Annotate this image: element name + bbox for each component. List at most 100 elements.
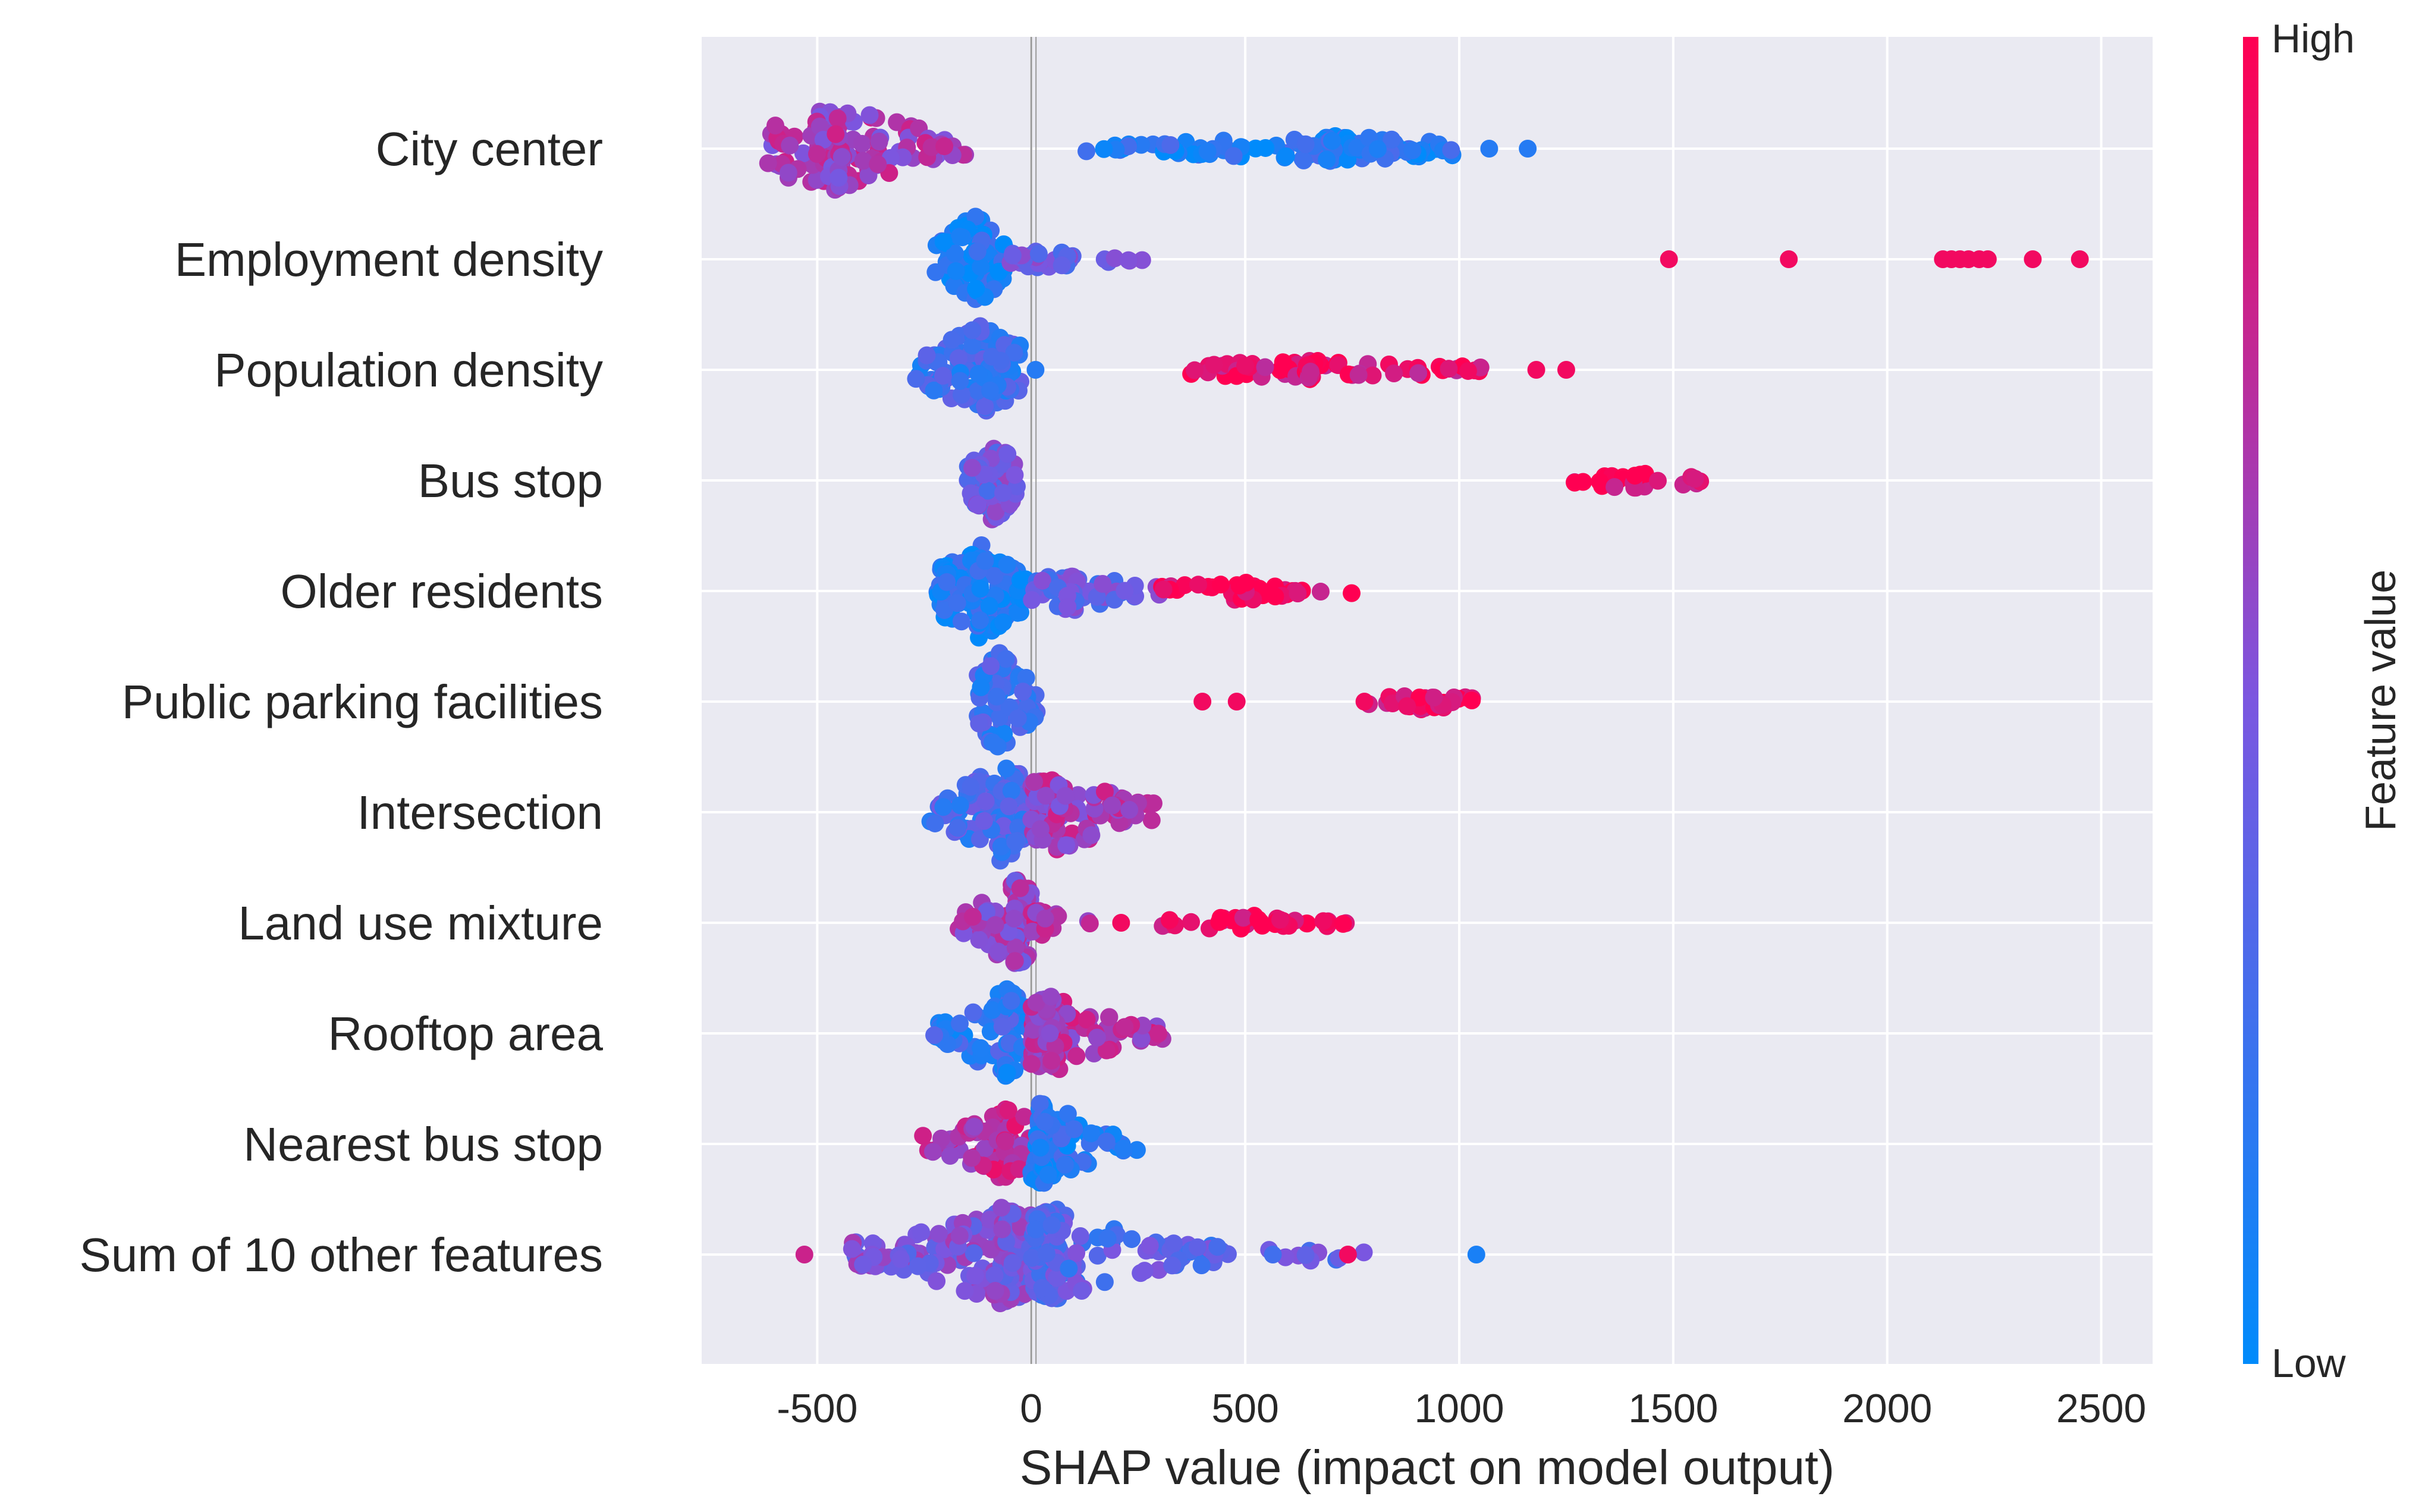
shap-point — [923, 1143, 942, 1161]
shap-point — [1459, 362, 1477, 380]
shap-point — [1185, 361, 1204, 379]
shap-point — [1188, 1238, 1207, 1256]
shap-point — [1339, 1246, 1357, 1263]
shap-point — [994, 613, 1013, 631]
shap-point — [1033, 1279, 1051, 1297]
shap-point — [1057, 836, 1076, 854]
shap-point — [951, 796, 969, 815]
shap-point — [962, 778, 980, 796]
shap-point — [1234, 909, 1252, 927]
shap-point — [1606, 478, 1624, 496]
shap-point — [966, 208, 985, 226]
shap-point — [1002, 781, 1020, 800]
shap-point — [1127, 1141, 1146, 1159]
shap-point — [1780, 250, 1798, 268]
shap-point — [1005, 909, 1023, 928]
shap-point — [830, 168, 848, 187]
shap-point — [983, 1001, 1001, 1019]
feature-labels: City center Employment density Population … — [79, 122, 603, 1281]
shap-point — [1065, 1120, 1083, 1139]
shap-point — [950, 228, 969, 246]
shap-point — [985, 1266, 1004, 1284]
shap-point — [1289, 584, 1307, 603]
shap-point — [934, 232, 953, 251]
shap-point — [1097, 1132, 1116, 1150]
shap-point — [1037, 1244, 1055, 1263]
shap-point — [972, 257, 990, 276]
shap-point — [988, 687, 1006, 706]
shap-point — [964, 1003, 982, 1021]
shap-point — [999, 1101, 1017, 1120]
shap-point — [888, 113, 906, 131]
shap-point — [1385, 364, 1403, 383]
shap-point — [976, 552, 994, 570]
shap-point — [795, 1246, 813, 1263]
shap-point — [978, 903, 996, 921]
shap-point — [1042, 988, 1060, 1006]
shap-point — [1163, 1256, 1182, 1275]
shap-point — [781, 136, 799, 155]
shap-point — [912, 1223, 931, 1241]
shap-point — [1467, 1246, 1485, 1263]
shap-point — [1095, 782, 1114, 801]
shap-point — [1009, 818, 1028, 837]
shap-point — [1425, 689, 1443, 707]
shap-point — [1014, 683, 1032, 701]
shap-point — [976, 397, 994, 416]
shap-point — [963, 458, 981, 477]
shap-point — [997, 759, 1016, 778]
shap-point — [1103, 796, 1121, 815]
shap-point — [1067, 1244, 1086, 1262]
shap-point — [1409, 364, 1428, 382]
shap-point — [987, 502, 1005, 521]
feature-label: Older residents — [281, 565, 603, 618]
shap-point — [1519, 140, 1537, 158]
shap-point — [989, 942, 1007, 961]
feature-label: City center — [376, 122, 603, 175]
shap-point — [1097, 1041, 1116, 1060]
shap-point — [1053, 256, 1071, 275]
shap-point — [1383, 130, 1401, 149]
shap-point — [1198, 142, 1217, 161]
shap-point — [1141, 1237, 1159, 1255]
colorbar-low-label: Low — [2272, 1341, 2346, 1386]
shap-point — [998, 555, 1016, 574]
shap-point — [1314, 912, 1333, 931]
shap-point — [1027, 994, 1045, 1012]
shap-point — [832, 148, 851, 166]
shap-point — [934, 367, 953, 385]
shap-point — [943, 331, 961, 349]
colorbar-high-label: High — [2272, 16, 2355, 61]
shap-point — [1227, 693, 1246, 711]
feature-label: Nearest bus stop — [243, 1118, 603, 1171]
shap-point — [854, 152, 872, 170]
shap-point — [1005, 344, 1023, 362]
shap-point — [853, 134, 871, 153]
shap-point — [1058, 1105, 1077, 1123]
feature-label: Rooftop area — [328, 1007, 603, 1060]
shap-point — [860, 106, 879, 124]
shap-point — [991, 351, 1010, 370]
shap-point — [1067, 1047, 1086, 1065]
shap-point — [963, 1149, 981, 1167]
shap-point — [994, 484, 1012, 502]
shap-point — [1029, 244, 1048, 263]
shap-point — [1082, 826, 1101, 844]
shap-point — [1264, 1246, 1282, 1264]
shap-point — [952, 386, 970, 404]
shap-point — [1463, 691, 1481, 709]
shap-point — [1017, 668, 1035, 687]
shap-point — [869, 155, 887, 174]
shap-point — [1025, 773, 1044, 791]
shap-point — [971, 580, 989, 598]
shap-point — [1055, 1156, 1074, 1174]
shap-point — [1009, 603, 1027, 622]
x-tick-label: 1500 — [1628, 1386, 1718, 1431]
shap-point — [965, 1117, 984, 1136]
shap-point — [1211, 576, 1230, 594]
shap-point — [934, 798, 953, 816]
shap-point — [1031, 1095, 1049, 1113]
shap-point — [992, 837, 1010, 856]
shap-point — [808, 144, 826, 163]
